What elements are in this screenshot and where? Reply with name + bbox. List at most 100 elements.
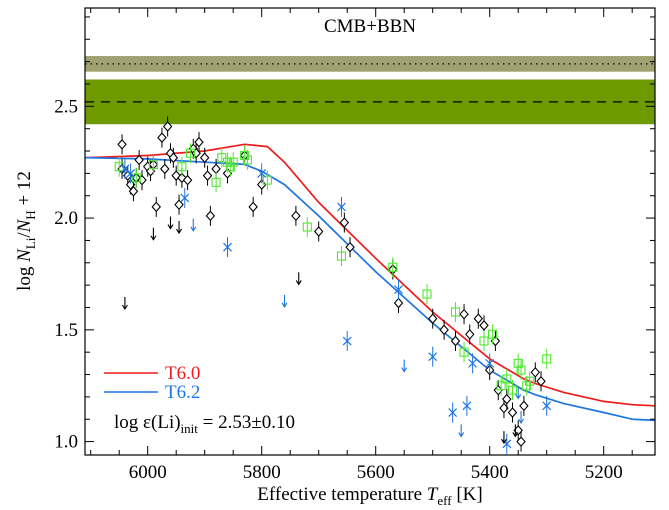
series-3 xyxy=(121,216,519,445)
point-0-42 xyxy=(465,324,475,345)
x-axis-label-main: Effective temperature xyxy=(257,484,427,505)
point-1-2 xyxy=(148,154,158,175)
point-4-4 xyxy=(515,386,522,400)
point-0-6 xyxy=(134,149,144,170)
point-0-34 xyxy=(339,212,350,233)
point-1-17 xyxy=(450,301,461,322)
y-axis-label-rest: + 12 xyxy=(14,171,35,210)
point-0-49 xyxy=(502,389,512,410)
point-4-5 xyxy=(518,411,525,425)
point-1-19 xyxy=(479,331,489,352)
point-1-28 xyxy=(542,348,552,369)
point-0-40 xyxy=(450,331,461,352)
series-4 xyxy=(190,218,525,438)
point-1-1 xyxy=(131,167,141,188)
point-1-27 xyxy=(525,371,535,392)
legend: T6.0 T6.2 xyxy=(104,363,200,403)
point-2-9 xyxy=(448,402,458,423)
annotation-text: log ε(Li)init = 2.53±0.10 xyxy=(114,412,295,436)
annotation-pre: log ε(Li) xyxy=(114,412,181,433)
point-2-3 xyxy=(223,237,232,258)
x-axis-label-sub: eff xyxy=(437,493,452,508)
point-0-0 xyxy=(117,134,127,155)
point-0-18 xyxy=(174,194,184,215)
point-3-1 xyxy=(150,227,157,241)
y-axis-label-li: Li xyxy=(23,237,38,249)
point-0-4 xyxy=(128,181,139,202)
y-axis-label-log: log xyxy=(14,262,35,291)
point-0-16 xyxy=(168,147,179,168)
point-3-6 xyxy=(512,424,519,438)
x-tick-label: 5400 xyxy=(471,462,509,483)
data-points xyxy=(114,116,552,454)
reference-bands xyxy=(85,56,655,125)
point-2-10 xyxy=(462,395,472,416)
point-2-0 xyxy=(120,158,130,179)
point-2-5 xyxy=(337,196,346,217)
annotation-sub: init xyxy=(181,421,199,436)
point-1-3 xyxy=(177,156,187,177)
point-0-41 xyxy=(459,304,469,325)
point-0-55 xyxy=(536,371,546,392)
series-2 xyxy=(120,158,552,454)
y-axis-label-n1: N xyxy=(14,248,35,263)
reference-band-0 xyxy=(85,56,655,72)
point-0-12 xyxy=(157,127,167,148)
point-1-11 xyxy=(242,149,252,170)
point-0-52 xyxy=(516,431,526,452)
point-1-20 xyxy=(487,324,498,345)
point-0-33 xyxy=(313,221,324,242)
model-line-1 xyxy=(85,156,655,422)
point-4-0 xyxy=(190,218,197,232)
point-1-14 xyxy=(336,246,347,267)
point-0-7 xyxy=(137,170,147,191)
point-0-43 xyxy=(473,308,484,329)
point-1-18 xyxy=(459,342,469,363)
model-line-0 xyxy=(85,143,655,407)
point-1-13 xyxy=(302,217,312,238)
band-title: CMB+BBN xyxy=(324,16,416,37)
point-3-2 xyxy=(167,216,174,230)
point-1-5 xyxy=(211,172,221,193)
point-2-2 xyxy=(180,187,190,208)
x-axis-label-var: T xyxy=(427,484,439,505)
y-axis-label-h: H xyxy=(23,210,38,219)
point-0-23 xyxy=(194,132,204,153)
x-tick-label: 6000 xyxy=(129,462,167,483)
y-tick-label: 2.0 xyxy=(54,208,78,229)
point-2-4 xyxy=(257,163,267,184)
point-0-53 xyxy=(519,395,529,416)
point-1-23 xyxy=(507,380,518,401)
reference-band-1 xyxy=(85,79,655,125)
legend-label-t62: T6.2 xyxy=(165,382,200,403)
point-0-26 xyxy=(205,205,216,226)
x-tick-label: 5600 xyxy=(357,462,395,483)
x-tick-label: 5800 xyxy=(243,462,281,483)
point-0-39 xyxy=(439,319,449,340)
series-1 xyxy=(114,143,552,401)
point-1-22 xyxy=(502,369,512,390)
point-2-6 xyxy=(342,331,352,352)
point-1-16 xyxy=(422,284,432,305)
point-0-35 xyxy=(345,237,355,258)
point-1-21 xyxy=(496,375,506,396)
point-0-20 xyxy=(182,170,193,191)
point-1-12 xyxy=(262,170,272,191)
x-tick-label: 5200 xyxy=(585,462,623,483)
point-2-12 xyxy=(485,353,495,374)
point-0-32 xyxy=(291,205,301,226)
model-lines xyxy=(85,143,655,422)
point-3-3 xyxy=(176,221,183,235)
point-0-50 xyxy=(507,402,518,423)
point-0-13 xyxy=(160,158,170,179)
point-0-17 xyxy=(171,165,181,186)
series-0 xyxy=(117,116,546,452)
point-0-54 xyxy=(530,362,541,383)
point-4-3 xyxy=(458,424,465,438)
point-1-15 xyxy=(388,257,398,278)
point-0-11 xyxy=(151,196,161,217)
point-1-25 xyxy=(516,360,526,381)
point-3-0 xyxy=(121,297,128,311)
point-2-7 xyxy=(394,279,403,300)
